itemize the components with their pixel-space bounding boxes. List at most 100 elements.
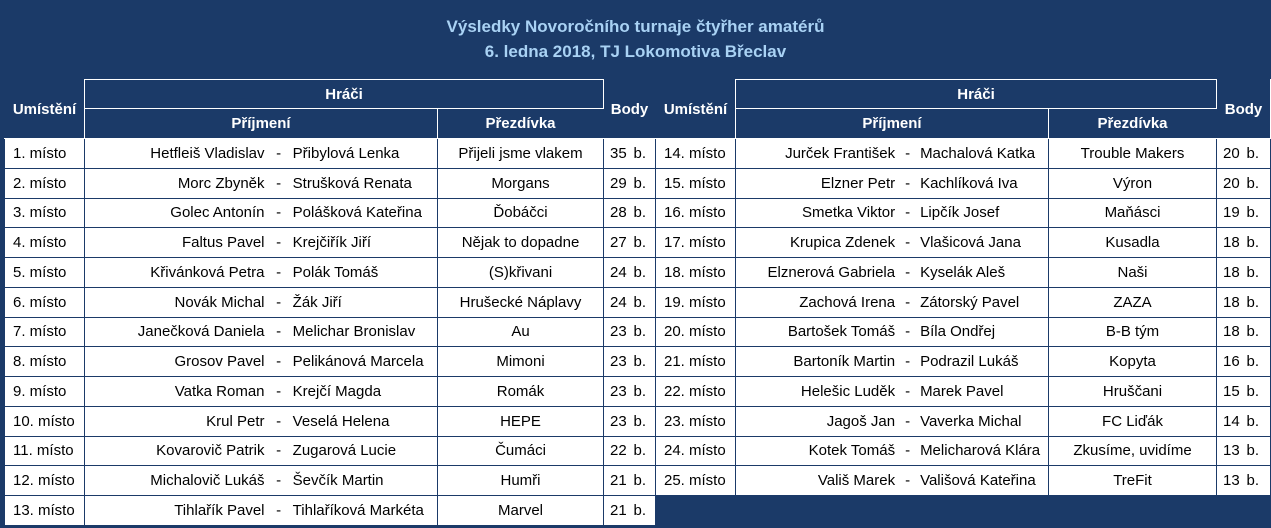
player-2: Polák Tomáš — [292, 263, 379, 281]
points-unit: b. — [1246, 382, 1259, 400]
points-unit: b. — [633, 174, 646, 192]
points-value: 19 — [1223, 204, 1240, 222]
header-rank: Umístění — [4, 79, 85, 139]
points-unit: b. — [1246, 144, 1259, 162]
table-row: 17. místo Krupica Zdenek - Vlašicová Jana Ku… — [655, 227, 1271, 258]
player-2: Melichar Bronislav — [292, 323, 416, 341]
header-surnames: Příjmení — [84, 108, 438, 139]
table-row: 19. místo Zachová Irena - Zátorský Pavel ZAZ… — [655, 286, 1271, 318]
player-2: Krejčiřík Jiří — [292, 234, 372, 252]
name-separator: - — [905, 204, 911, 222]
points-unit: b. — [633, 204, 646, 222]
table-row: 7. místo Janečková Daniela - Melichar Broni… — [4, 316, 656, 348]
player-1: Golec Antonín — [170, 204, 265, 222]
points-cell: 24 b. — [603, 257, 656, 288]
player-2: Ševčík Martin — [292, 472, 384, 490]
player-1: Kotek Tomáš — [808, 442, 896, 460]
rank-cell: 22. místo — [655, 376, 736, 407]
table-row: 22. místo Helešic Luděk - Marek Pavel Hrušča… — [655, 376, 1271, 407]
player-2: Kyselák Aleš — [920, 263, 1006, 281]
points-value: 29 — [610, 174, 627, 192]
name-separator: - — [905, 472, 911, 490]
nickname-cell: Romák — [437, 376, 604, 407]
table-row: 1. místo Hetfleiš Vladislav - Přibylová Len… — [4, 138, 656, 169]
player-2: Vaverka Michal — [920, 412, 1022, 430]
points-value: 27 — [610, 234, 627, 252]
points-value: 13 — [1223, 472, 1240, 490]
player-2: Lipčík Josef — [920, 204, 1000, 222]
points-unit: b. — [1246, 353, 1259, 371]
player-2: Zátorský Pavel — [920, 293, 1020, 311]
points-value: 28 — [610, 204, 627, 222]
points-cell: 20 b. — [1216, 167, 1271, 199]
players-cell: Zachová Irena - Zátorský Pavel — [735, 286, 1049, 318]
player-1: Elzner Petr — [820, 174, 896, 192]
points-unit: b. — [633, 412, 646, 430]
points-unit: b. — [633, 442, 646, 460]
player-1: Zachová Irena — [799, 293, 896, 311]
header-rank: Umístění — [655, 79, 736, 139]
points-unit: b. — [633, 263, 646, 281]
nickname-cell: ZAZA — [1048, 286, 1217, 318]
points-unit: b. — [1246, 234, 1259, 252]
title-line-1: Výsledky Novoročního turnaje čtyřher ama… — [446, 17, 825, 36]
points-value: 16 — [1223, 353, 1240, 371]
table-row: 12. místo Michalovič Lukáš - Ševčík Martin H… — [4, 465, 656, 496]
rank-cell: 13. místo — [4, 495, 85, 526]
players-cell: Elznerová Gabriela - Kyselák Aleš — [735, 257, 1049, 288]
player-2: Tihlaříková Markéta — [292, 501, 424, 519]
points-cell: 18 b. — [1216, 257, 1271, 288]
points-cell: 21 b. — [603, 465, 656, 496]
player-1: Vatka Roman — [174, 382, 265, 400]
points-unit: b. — [1246, 412, 1259, 430]
nickname-cell: FC Liďák — [1048, 405, 1217, 437]
results-table-left: Umístění Hráči Body Příjmení Přezdívka 1… — [4, 79, 656, 526]
points-cell: 23 b. — [603, 346, 656, 377]
rank-cell: 21. místo — [655, 346, 736, 377]
table-row: 10. místo Krul Petr - Veselá Helena HEPE 23 b. — [4, 405, 656, 437]
rank-cell: 23. místo — [655, 405, 736, 437]
players-cell: Michalovič Lukáš - Ševčík Martin — [84, 465, 438, 496]
name-separator: - — [905, 234, 911, 252]
rank-cell: 15. místo — [655, 167, 736, 199]
player-1: Jurček František — [785, 144, 896, 162]
name-separator: - — [276, 353, 282, 371]
rank-cell: 9. místo — [4, 376, 85, 407]
nickname-cell: Mimoni — [437, 346, 604, 377]
nickname-cell: Marvel — [437, 495, 604, 526]
players-cell: Golec Antonín - Polášková Kateřina — [84, 197, 438, 229]
nickname-cell: Čumáci — [437, 435, 604, 467]
players-cell: Krupica Zdenek - Vlašicová Jana — [735, 227, 1049, 258]
name-separator: - — [905, 174, 911, 192]
header-nickname: Přezdívka — [1048, 108, 1217, 139]
points-cell: 23 b. — [603, 376, 656, 407]
player-1: Vališ Marek — [817, 472, 896, 490]
points-cell: 18 b. — [1216, 227, 1271, 258]
points-unit: b. — [1246, 263, 1259, 281]
name-separator: - — [276, 382, 282, 400]
nickname-cell: Hruščani — [1048, 376, 1217, 407]
name-separator: - — [276, 263, 282, 281]
player-2: Veselá Helena — [292, 412, 390, 430]
rank-cell: 12. místo — [4, 465, 85, 496]
points-unit: b. — [633, 293, 646, 311]
player-1: Křivánková Petra — [150, 263, 265, 281]
table-row: 6. místo Novák Michal - Žák Jiří Hrušecké Ná… — [4, 286, 656, 318]
players-cell: Grosov Pavel - Pelikánová Marcela — [84, 346, 438, 377]
points-cell: 29 b. — [603, 167, 656, 199]
player-1: Morc Zbyněk — [177, 174, 265, 192]
title-line-2: 6. ledna 2018, TJ Lokomotiva Břeclav — [484, 42, 787, 61]
nickname-cell: Kopyta — [1048, 346, 1217, 377]
players-cell: Jurček František - Machalová Katka — [735, 138, 1049, 169]
points-cell: 24 b. — [603, 286, 656, 318]
points-cell: 16 b. — [1216, 346, 1271, 377]
table-row: 20. místo Bartošek Tomáš - Bíla Ondřej B-B t… — [655, 316, 1271, 348]
rank-cell: 10. místo — [4, 405, 85, 437]
player-1: Hetfleiš Vladislav — [150, 144, 265, 162]
name-separator: - — [276, 442, 282, 460]
nickname-cell: (S)křivani — [437, 257, 604, 288]
table-row: 18. místo Elznerová Gabriela - Kyselák Aleš… — [655, 257, 1271, 288]
player-1: Novák Michal — [174, 293, 265, 311]
player-2: Přibylová Lenka — [292, 144, 400, 162]
nickname-cell: Nějak to dopadne — [437, 227, 604, 258]
